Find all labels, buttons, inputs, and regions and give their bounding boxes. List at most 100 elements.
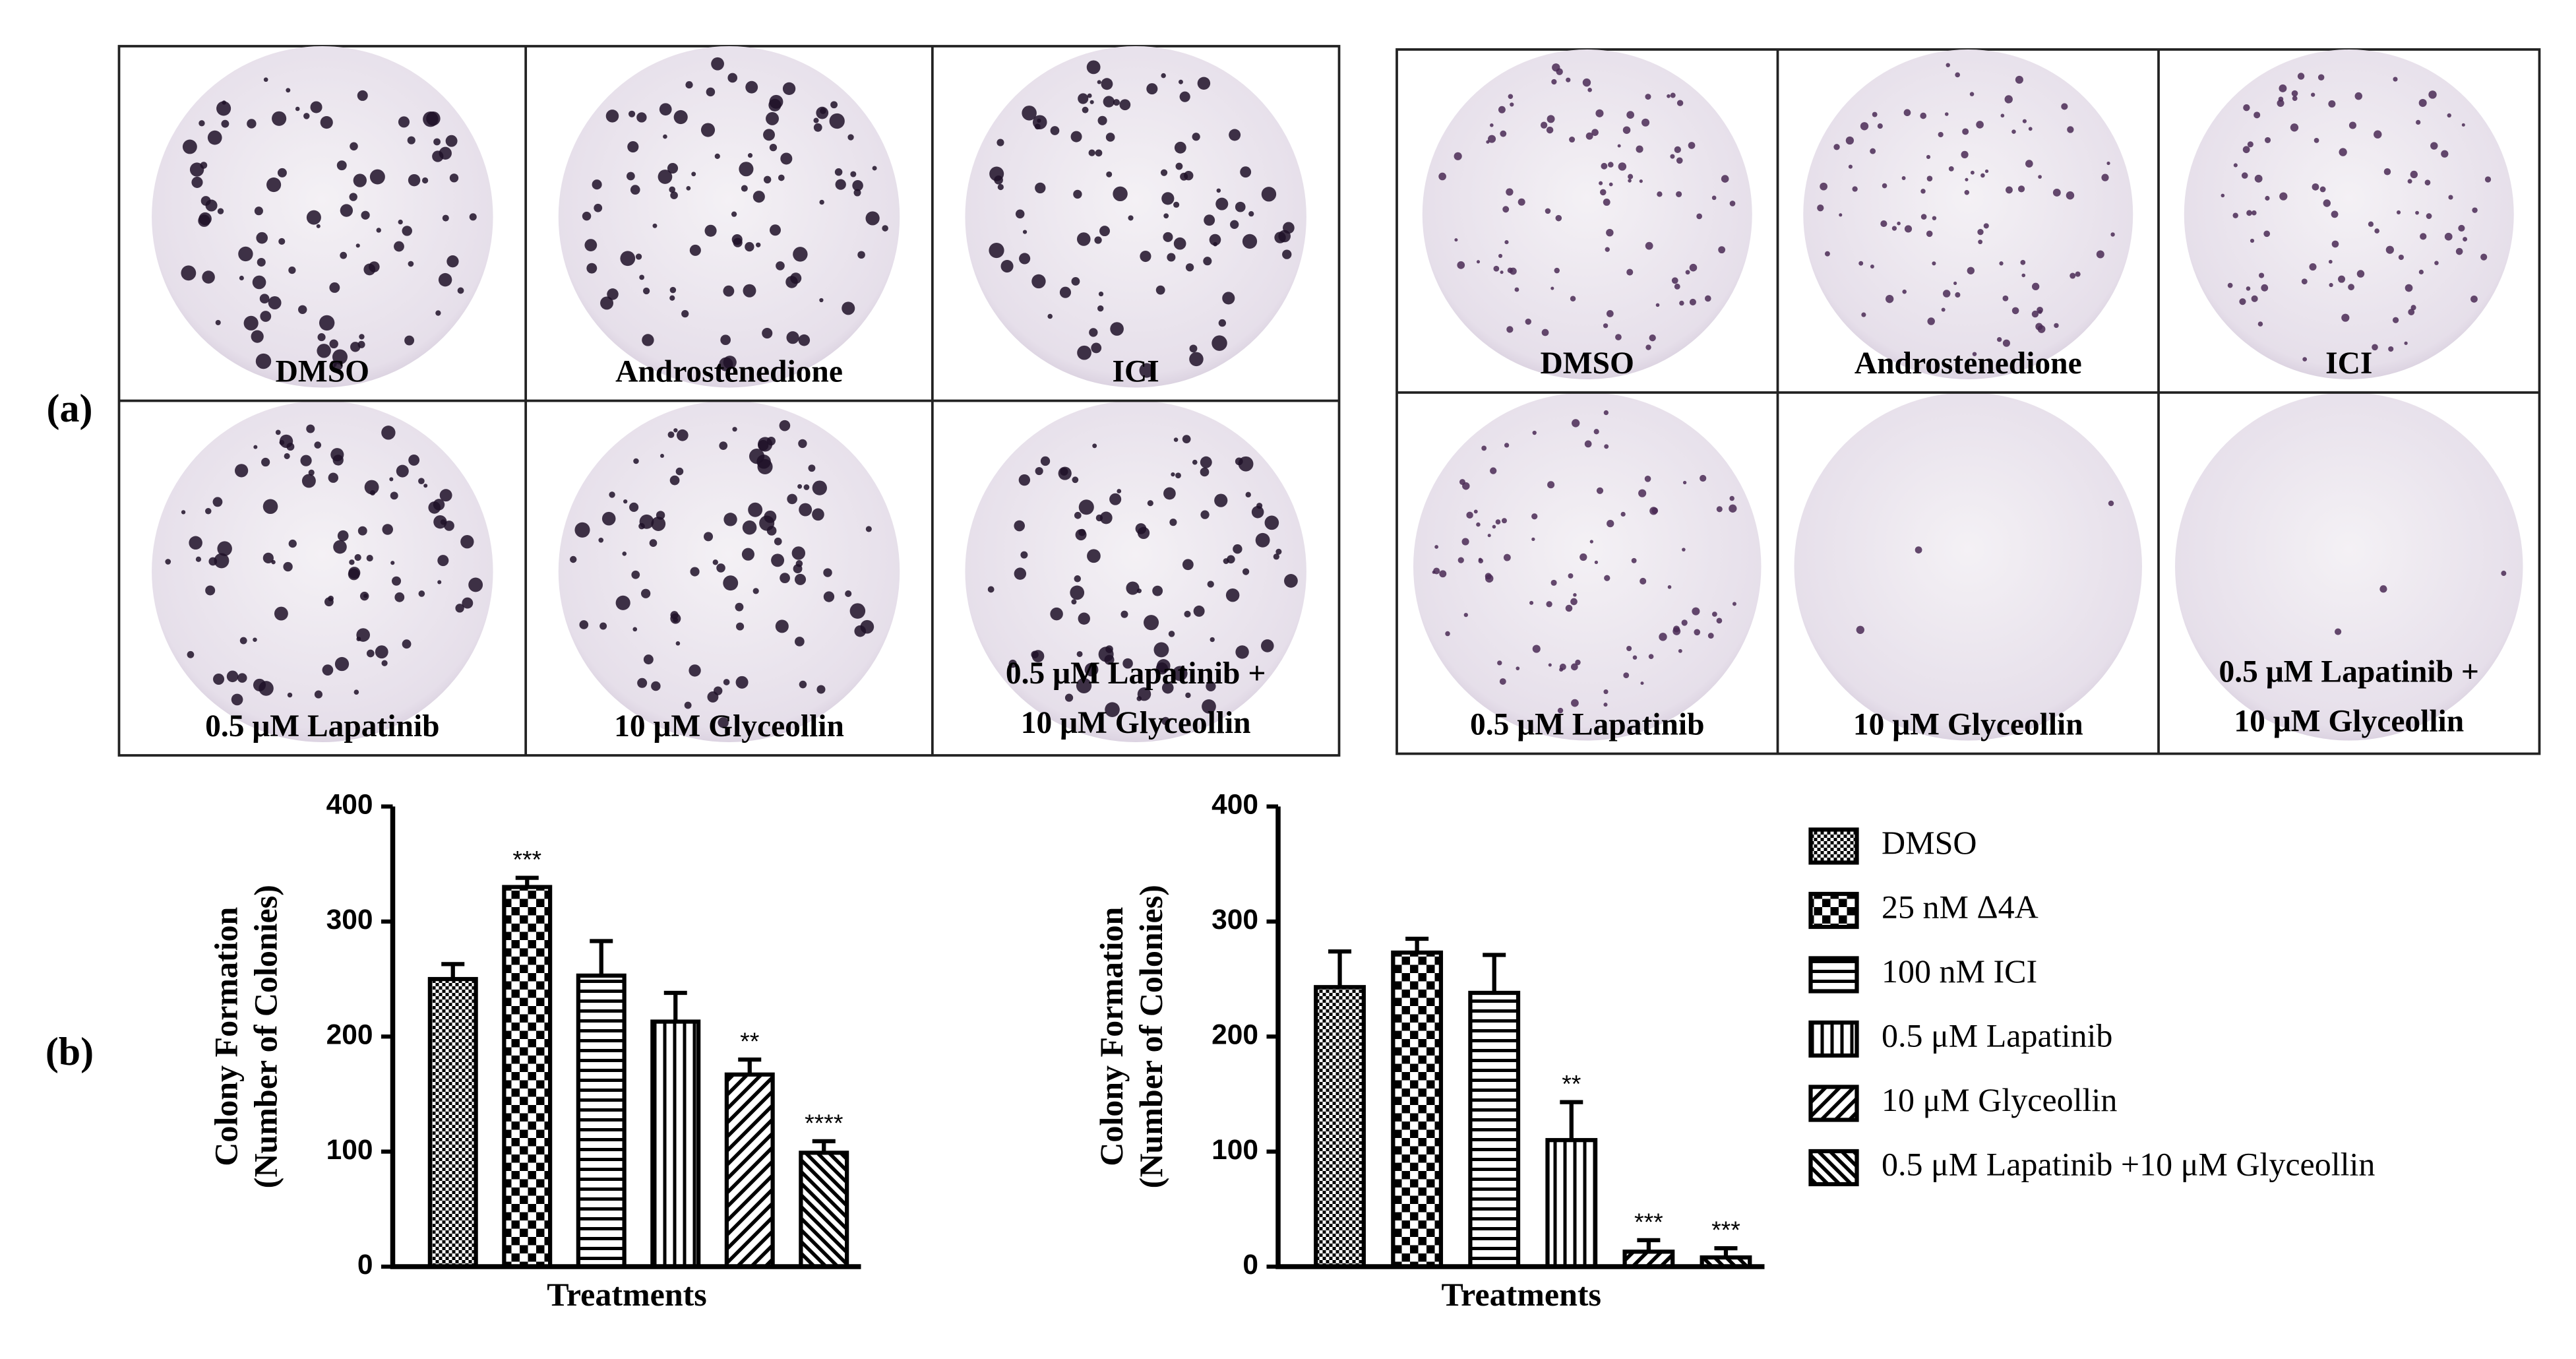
colony bbox=[987, 586, 995, 593]
colony bbox=[1506, 326, 1514, 333]
colony bbox=[2258, 272, 2265, 278]
colony bbox=[274, 606, 288, 621]
plate-well bbox=[2175, 393, 2523, 741]
colony bbox=[1559, 663, 1566, 670]
colony bbox=[1941, 307, 1946, 312]
colony bbox=[2002, 295, 2009, 301]
colony bbox=[2448, 195, 2453, 200]
colony bbox=[1965, 177, 1969, 181]
colony bbox=[418, 478, 425, 485]
colony bbox=[1173, 437, 1179, 442]
colony bbox=[2415, 210, 2419, 215]
colony bbox=[2463, 237, 2468, 242]
x-axis-label: Treatments bbox=[1441, 1276, 1601, 1313]
legend-label: 0.5 μM Lapatinib +10 μM Glyceollin bbox=[1882, 1145, 2375, 1182]
colony bbox=[213, 674, 225, 685]
colony bbox=[2441, 150, 2449, 158]
colony bbox=[226, 670, 239, 683]
colony bbox=[1508, 94, 1514, 100]
colony bbox=[2028, 127, 2033, 131]
colony bbox=[2066, 191, 2075, 200]
colony bbox=[1638, 489, 1647, 497]
plate-label: 10 μM Glyceollin bbox=[614, 709, 844, 743]
colony bbox=[1531, 537, 1535, 542]
significance: *** bbox=[1711, 1216, 1740, 1244]
colony bbox=[1550, 286, 1554, 290]
colony bbox=[779, 420, 791, 431]
colony bbox=[1071, 277, 1080, 286]
colony bbox=[2393, 77, 2398, 82]
colony bbox=[1050, 126, 1060, 135]
colony bbox=[1532, 430, 1537, 435]
colony bbox=[2251, 295, 2258, 302]
colony bbox=[2372, 344, 2378, 351]
colony bbox=[212, 497, 223, 507]
plate-label: ICI bbox=[1113, 354, 1159, 389]
y-tick-label: 300 bbox=[1211, 904, 1258, 935]
colony bbox=[1490, 123, 1494, 127]
colony bbox=[1682, 480, 1687, 485]
colony bbox=[1503, 553, 1511, 561]
colony bbox=[200, 196, 211, 206]
colony bbox=[1631, 557, 1637, 563]
colony bbox=[1476, 260, 1481, 264]
colony bbox=[1649, 334, 1656, 342]
colony bbox=[2052, 189, 2061, 197]
colony bbox=[736, 622, 745, 631]
colony bbox=[337, 530, 349, 542]
colony bbox=[865, 211, 880, 226]
colony bbox=[308, 469, 315, 476]
colony bbox=[165, 559, 171, 565]
colony bbox=[1729, 495, 1734, 501]
colony bbox=[1570, 598, 1578, 606]
colony bbox=[1222, 292, 1235, 305]
colony bbox=[306, 424, 315, 433]
colony bbox=[1525, 318, 1531, 325]
colony bbox=[215, 319, 221, 326]
colony bbox=[2000, 113, 2005, 118]
plate-label: 0.5 μM Lapatinib bbox=[1470, 707, 1705, 742]
colony bbox=[333, 540, 347, 554]
colony bbox=[658, 170, 673, 184]
colony bbox=[272, 111, 287, 126]
colony bbox=[1161, 716, 1170, 726]
colony bbox=[686, 185, 691, 191]
colony bbox=[402, 226, 412, 236]
colony bbox=[1105, 133, 1115, 142]
colony bbox=[243, 315, 259, 331]
colony bbox=[1230, 220, 1239, 229]
colony bbox=[396, 464, 409, 478]
colony bbox=[842, 301, 855, 315]
colony bbox=[854, 625, 867, 637]
plate-well bbox=[965, 46, 1306, 388]
colony bbox=[353, 174, 367, 187]
colony bbox=[741, 185, 748, 192]
colony bbox=[638, 522, 645, 530]
colony bbox=[636, 112, 647, 123]
colony bbox=[849, 603, 866, 619]
colony bbox=[189, 536, 202, 550]
colony bbox=[2312, 183, 2319, 191]
colony bbox=[1163, 213, 1169, 219]
colony bbox=[394, 592, 405, 602]
colony bbox=[1729, 201, 1736, 206]
colony bbox=[1495, 519, 1501, 524]
colony bbox=[1861, 312, 1866, 317]
significance: ** bbox=[1562, 1070, 1581, 1098]
colony bbox=[2368, 221, 2374, 227]
plate-label: DMSO bbox=[276, 354, 370, 389]
colony bbox=[306, 210, 321, 225]
colony bbox=[2037, 306, 2043, 313]
colony bbox=[1163, 232, 1173, 242]
colony bbox=[2246, 210, 2252, 216]
colony bbox=[1927, 317, 1935, 325]
colony bbox=[1833, 144, 1840, 150]
y-tick-label: 0 bbox=[1242, 1249, 1258, 1280]
colony bbox=[329, 282, 340, 293]
colony bbox=[1264, 515, 1279, 530]
error-bar bbox=[812, 1139, 836, 1153]
colony bbox=[1155, 662, 1169, 675]
colony bbox=[2227, 282, 2233, 288]
colony bbox=[2408, 309, 2415, 315]
colony bbox=[1729, 504, 1737, 513]
